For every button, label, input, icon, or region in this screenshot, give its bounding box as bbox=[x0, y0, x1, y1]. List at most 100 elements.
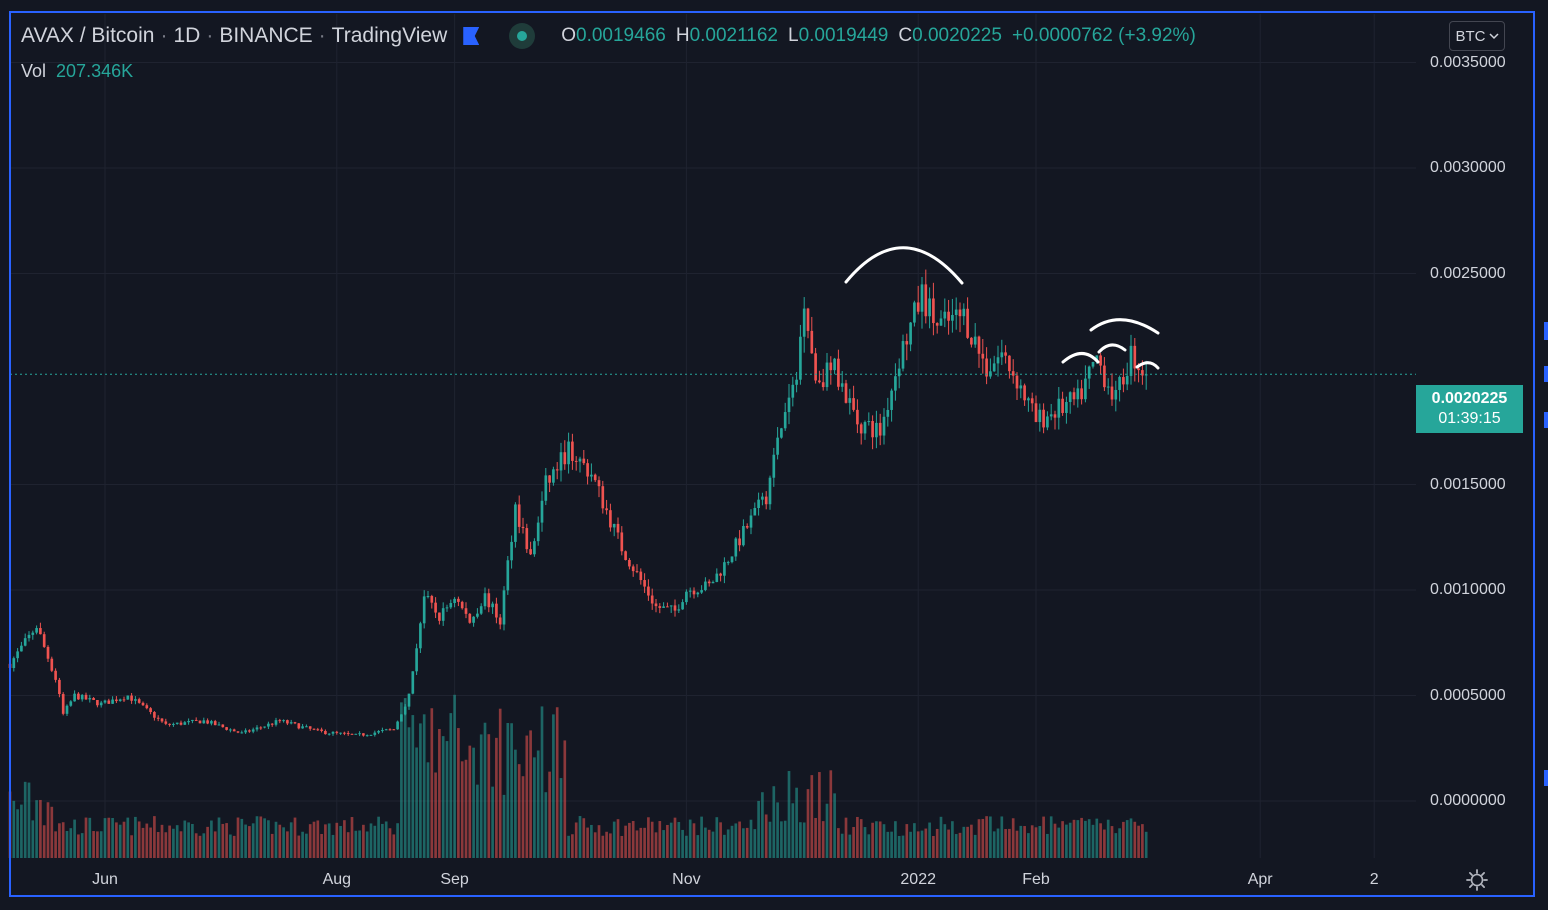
volume-bar bbox=[426, 762, 430, 858]
volume-bar bbox=[662, 830, 665, 858]
x-tick-label: Apr bbox=[1247, 871, 1273, 888]
candle-body bbox=[852, 398, 855, 410]
volume-bar bbox=[764, 814, 768, 858]
last-price-value: 0.0020225 bbox=[1431, 390, 1508, 407]
candle-body bbox=[206, 720, 209, 724]
volume-bar bbox=[704, 827, 707, 858]
volume-bar bbox=[1072, 819, 1076, 858]
candle-body bbox=[882, 416, 886, 436]
candle-body bbox=[267, 723, 270, 727]
volume-bar bbox=[118, 824, 122, 858]
candle-body bbox=[802, 308, 806, 337]
candle-body bbox=[65, 705, 69, 714]
volume-bar bbox=[96, 831, 99, 858]
volume-bar bbox=[871, 822, 874, 858]
volume-bar bbox=[514, 749, 517, 858]
candle-body bbox=[928, 298, 931, 317]
candle-body bbox=[232, 729, 236, 732]
volume-bar bbox=[1030, 825, 1034, 858]
candle-body bbox=[373, 732, 377, 735]
volume-bar bbox=[282, 827, 285, 858]
candle-body bbox=[343, 732, 346, 734]
candle-body bbox=[935, 323, 939, 326]
symbol-legend[interactable]: AVAX / Bitcoin · 1D · BINANCE · TradingV… bbox=[21, 22, 1196, 50]
gear-icon[interactable] bbox=[1465, 868, 1489, 892]
symbol-name[interactable]: AVAX / Bitcoin bbox=[21, 24, 155, 47]
candle-body bbox=[544, 475, 548, 501]
volume-legend[interactable]: Vol 207.346K bbox=[21, 61, 133, 82]
interval-label[interactable]: 1D bbox=[173, 24, 201, 47]
candle-body bbox=[324, 730, 327, 735]
volume-bar bbox=[502, 794, 506, 858]
flag-icon[interactable] bbox=[463, 27, 480, 45]
volume-bar bbox=[586, 827, 589, 858]
volume-bar bbox=[430, 708, 434, 858]
market-status-icon[interactable] bbox=[509, 23, 536, 49]
candle-body bbox=[582, 458, 586, 464]
candle-body bbox=[153, 712, 156, 718]
candle-body bbox=[628, 559, 631, 567]
candle-body bbox=[316, 729, 320, 731]
candle-body bbox=[700, 590, 703, 593]
currency-label: BTC bbox=[1455, 27, 1486, 45]
volume-bar bbox=[776, 802, 779, 858]
volume-bar bbox=[377, 816, 380, 858]
candle-body bbox=[521, 526, 525, 529]
volume-bar bbox=[700, 816, 703, 858]
volume-bar bbox=[833, 793, 836, 858]
volume-bar bbox=[574, 822, 578, 858]
candle-body bbox=[445, 607, 449, 609]
candle-body bbox=[540, 500, 544, 523]
candle-body bbox=[867, 421, 871, 423]
currency-dropdown[interactable]: BTC bbox=[1449, 21, 1505, 51]
volume-bar bbox=[768, 821, 772, 858]
volume-bar bbox=[654, 832, 658, 858]
volume-bar bbox=[802, 822, 806, 858]
volume-bar bbox=[206, 826, 209, 858]
candle-body bbox=[137, 699, 141, 703]
low-key: L bbox=[787, 25, 799, 46]
candle-body bbox=[1015, 375, 1019, 389]
candle-body bbox=[715, 573, 719, 582]
volume-bar bbox=[312, 821, 316, 858]
volume-bar bbox=[878, 821, 882, 858]
candle-body bbox=[270, 723, 274, 725]
volume-bar bbox=[1000, 816, 1004, 858]
candle-body bbox=[696, 592, 700, 595]
candle-body bbox=[1019, 385, 1023, 389]
candle-body bbox=[392, 729, 396, 731]
volume-bar bbox=[916, 831, 920, 858]
volume-bar bbox=[647, 817, 650, 858]
volume-bar bbox=[837, 828, 840, 858]
volume-bar bbox=[31, 820, 35, 858]
candle-body bbox=[251, 729, 255, 732]
candle-body bbox=[833, 358, 836, 371]
volume-bar bbox=[69, 828, 73, 858]
candle-body bbox=[346, 733, 350, 735]
candle-body bbox=[966, 308, 969, 338]
candle-body bbox=[259, 727, 263, 729]
candle-body bbox=[829, 362, 833, 371]
candle-body bbox=[791, 384, 795, 398]
volume-bar bbox=[54, 831, 57, 858]
volume-bar bbox=[1103, 829, 1106, 858]
candle-body bbox=[593, 474, 597, 481]
volume-bar bbox=[544, 792, 548, 858]
candle-body bbox=[783, 412, 787, 429]
volume-bar bbox=[460, 761, 464, 858]
volume-bar bbox=[844, 817, 848, 858]
candle-body bbox=[80, 694, 84, 700]
candle-body bbox=[487, 593, 491, 608]
volume-bar bbox=[723, 834, 726, 858]
candle-body bbox=[742, 526, 745, 546]
volume-bar bbox=[894, 821, 897, 858]
candle-body bbox=[312, 728, 316, 730]
candle-body bbox=[666, 606, 669, 608]
volume-bar bbox=[1125, 820, 1129, 858]
volume-bar bbox=[1080, 817, 1083, 858]
volume-bar bbox=[536, 750, 540, 858]
candle-body bbox=[517, 504, 521, 527]
grid-lines bbox=[10, 14, 1416, 858]
x-tick-label: 2 bbox=[1369, 871, 1379, 888]
